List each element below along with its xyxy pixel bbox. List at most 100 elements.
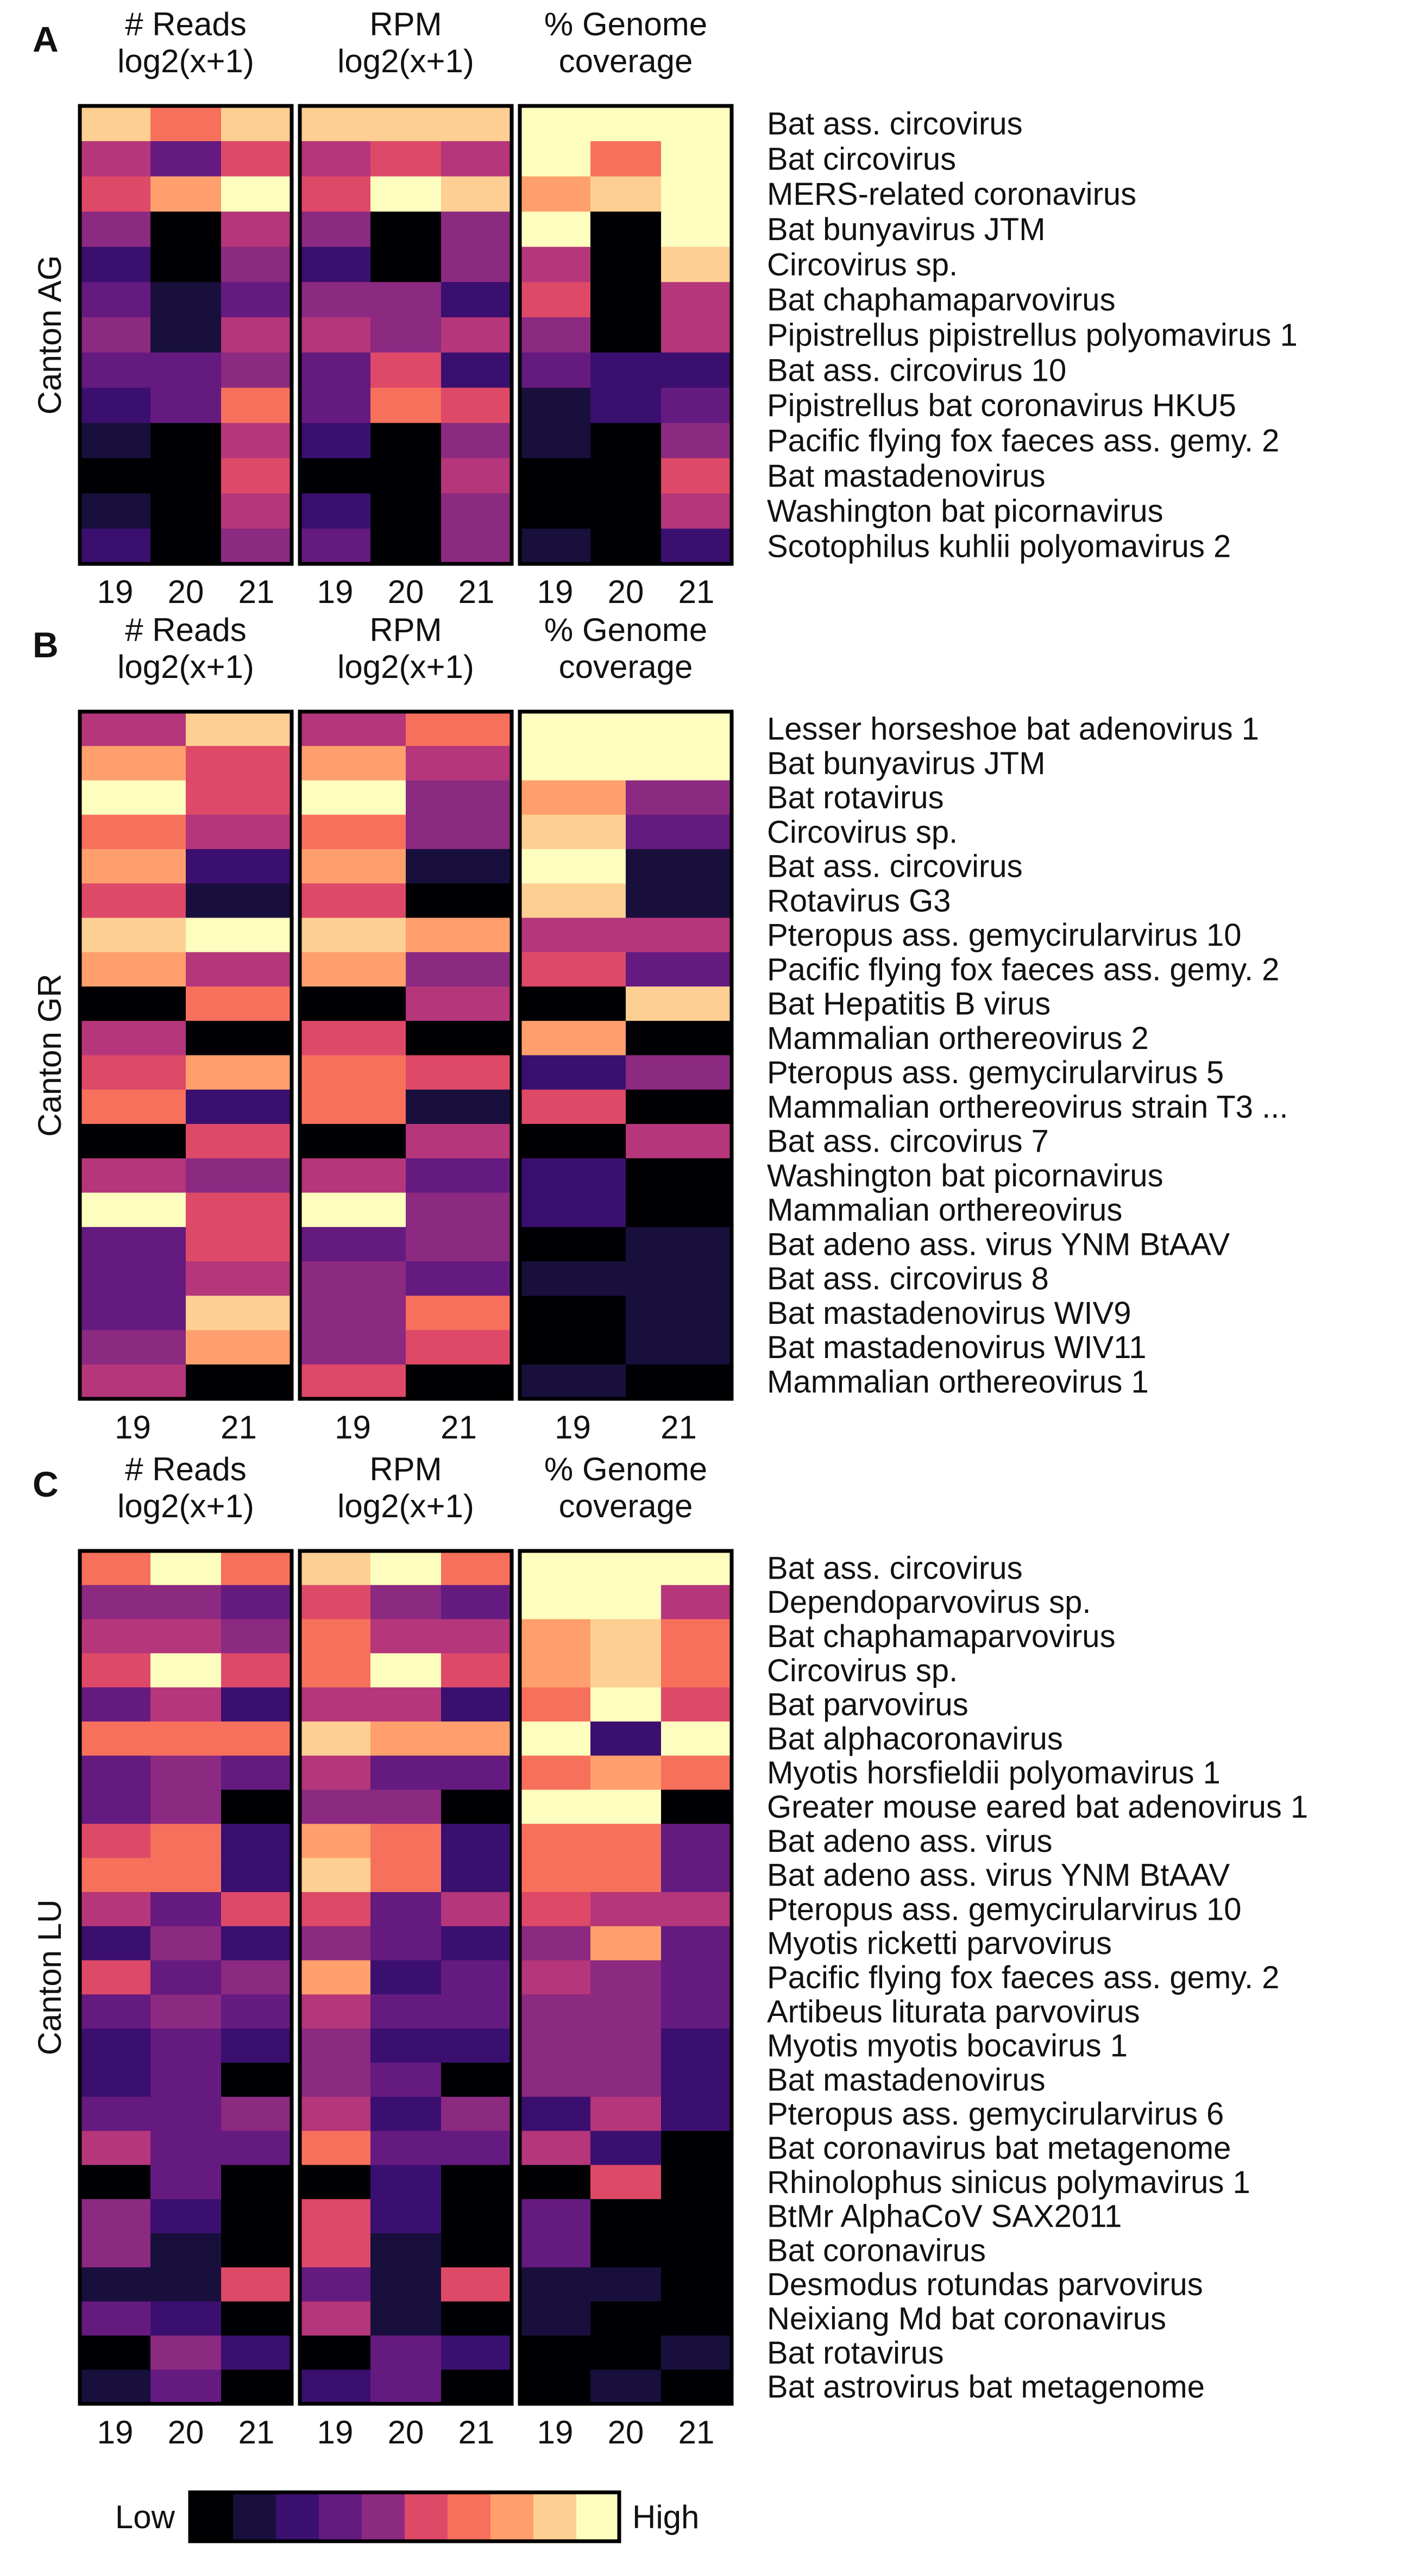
row-label: Lesser horseshoe bat adenovirus 1: [767, 712, 1259, 747]
heatmap-cell: [80, 352, 151, 388]
heatmap-cell: [300, 1960, 371, 1995]
row-label: Myotis horsfieldii polyomavirus 1: [767, 1755, 1221, 1790]
heatmap-cell: [221, 2370, 292, 2404]
row-label: BtMr AlphaCoV SAX2011: [767, 2199, 1122, 2234]
heatmap-cell: [370, 2165, 442, 2200]
x-tick-label: 21: [660, 1409, 697, 1446]
column-header-coverage: % Genome: [544, 6, 707, 42]
heatmap-cell: [661, 1994, 732, 2029]
heatmap-cell: [300, 529, 371, 564]
heatmap-cell: [370, 1721, 442, 1756]
heatmap-cell: [150, 1926, 222, 1961]
row-label: Bat adeno ass. virus YNM BtAAV: [767, 1227, 1230, 1262]
heatmap-cell: [221, 2335, 292, 2370]
heatmap-cell: [406, 1364, 512, 1399]
row-label: Pteropus ass. gemycirularvirus 10: [767, 1892, 1242, 1927]
heatmap-cell: [300, 952, 406, 987]
heatmap-cell: [150, 458, 222, 494]
column-header-reads: log2(x+1): [117, 1488, 254, 1524]
heatmap-cell: [626, 1296, 732, 1331]
heatmap-cell: [300, 1755, 371, 1790]
heatmap-cell: [80, 1858, 151, 1893]
heatmap-cell: [370, 1653, 442, 1688]
heatmap-cell: [186, 883, 292, 919]
heatmap-cell: [520, 1619, 591, 1654]
heatmap-cell: [590, 1721, 662, 1756]
heatmap-cell: [80, 1364, 186, 1399]
heatmap-cell: [590, 1619, 662, 1654]
heatmap-cell: [150, 1585, 222, 1620]
heatmap-cell: [80, 1789, 151, 1824]
heatmap-cell: [590, 2233, 662, 2268]
heatmap-cell: [150, 423, 222, 459]
heatmap-cell: [406, 1330, 512, 1365]
heatmap-cell: [626, 918, 732, 953]
legend-swatch: [490, 2492, 534, 2541]
heatmap-cell: [661, 1585, 732, 1620]
heatmap-cell: [300, 1585, 371, 1620]
heatmap-cell: [441, 529, 512, 564]
heatmap-cell: [520, 2267, 591, 2302]
heatmap-cell: [406, 987, 512, 1021]
row-label: Mammalian orthereovirus strain T3 ...: [767, 1089, 1288, 1124]
heatmap-cell: [520, 1192, 626, 1228]
heatmap-cell: [80, 1824, 151, 1858]
heatmap-cell: [150, 317, 222, 353]
x-tick-label: 21: [678, 574, 715, 610]
row-label: Bat ass. circovirus 10: [767, 353, 1066, 388]
heatmap-frame: [298, 709, 514, 1401]
heatmap-cell: [80, 987, 186, 1021]
x-tick-label: 20: [608, 2414, 644, 2451]
heatmap-cell: [520, 352, 591, 388]
heatmap-cell: [441, 1789, 512, 1824]
heatmap-cell: [441, 1858, 512, 1893]
heatmap-cell: [370, 176, 442, 212]
heatmap-cell: [80, 106, 151, 142]
heatmap-cell: [661, 1926, 732, 1961]
heatmap-cell: [80, 1021, 186, 1056]
heatmap-cell: [80, 814, 186, 850]
row-label: Bat astrovirus bat metagenome: [767, 2370, 1205, 2405]
heatmap-cell: [300, 2233, 371, 2268]
heatmap-cell: [300, 1364, 406, 1399]
heatmap-cell: [150, 106, 222, 142]
heatmap-cell: [300, 780, 406, 815]
heatmap-cell: [590, 1585, 662, 1620]
heatmap-cell: [626, 746, 732, 781]
heatmap-cell: [661, 211, 732, 247]
heatmap-cell: [406, 952, 512, 987]
heatmap-cell: [590, 387, 662, 424]
heatmap-cell: [370, 1619, 442, 1654]
heatmap-cell: [221, 211, 292, 247]
x-tick-label: 19: [317, 574, 354, 610]
heatmap-cell: [520, 1330, 626, 1365]
heatmap-cell: [370, 529, 442, 564]
heatmap-cell: [590, 1824, 662, 1858]
heatmap-cell: [520, 1824, 591, 1858]
heatmap-cell: [80, 2370, 151, 2404]
heatmap-cell: [370, 352, 442, 388]
heatmap-cell: [520, 387, 591, 424]
heatmap-cell: [80, 387, 151, 424]
heatmap-cell: [80, 712, 186, 746]
heatmap-cell: [150, 2028, 222, 2063]
heatmap-cell: [300, 1192, 406, 1228]
heatmap-cell: [590, 1789, 662, 1824]
heatmap-cell: [520, 247, 591, 282]
heatmap-cell: [520, 2028, 591, 2063]
column-header-coverage: % Genome: [544, 612, 707, 648]
heatmap-cell: [590, 423, 662, 459]
heatmap-cell: [370, 2028, 442, 2063]
row-label: Mammalian orthereovirus 2: [767, 1021, 1149, 1056]
heatmap-frame: [518, 709, 734, 1401]
row-label: Pteropus ass. gemycirularvirus 10: [767, 918, 1242, 953]
row-label: Pteropus ass. gemycirularvirus 5: [767, 1055, 1224, 1090]
heatmap-cell: [300, 918, 406, 953]
heatmap-cell: [520, 1124, 626, 1159]
heatmap-cell: [520, 2370, 591, 2404]
heatmap-cell: [221, 1824, 292, 1858]
heatmap-cell: [520, 141, 591, 177]
x-tick-label: 21: [458, 574, 495, 610]
heatmap-cell: [300, 2063, 371, 2097]
